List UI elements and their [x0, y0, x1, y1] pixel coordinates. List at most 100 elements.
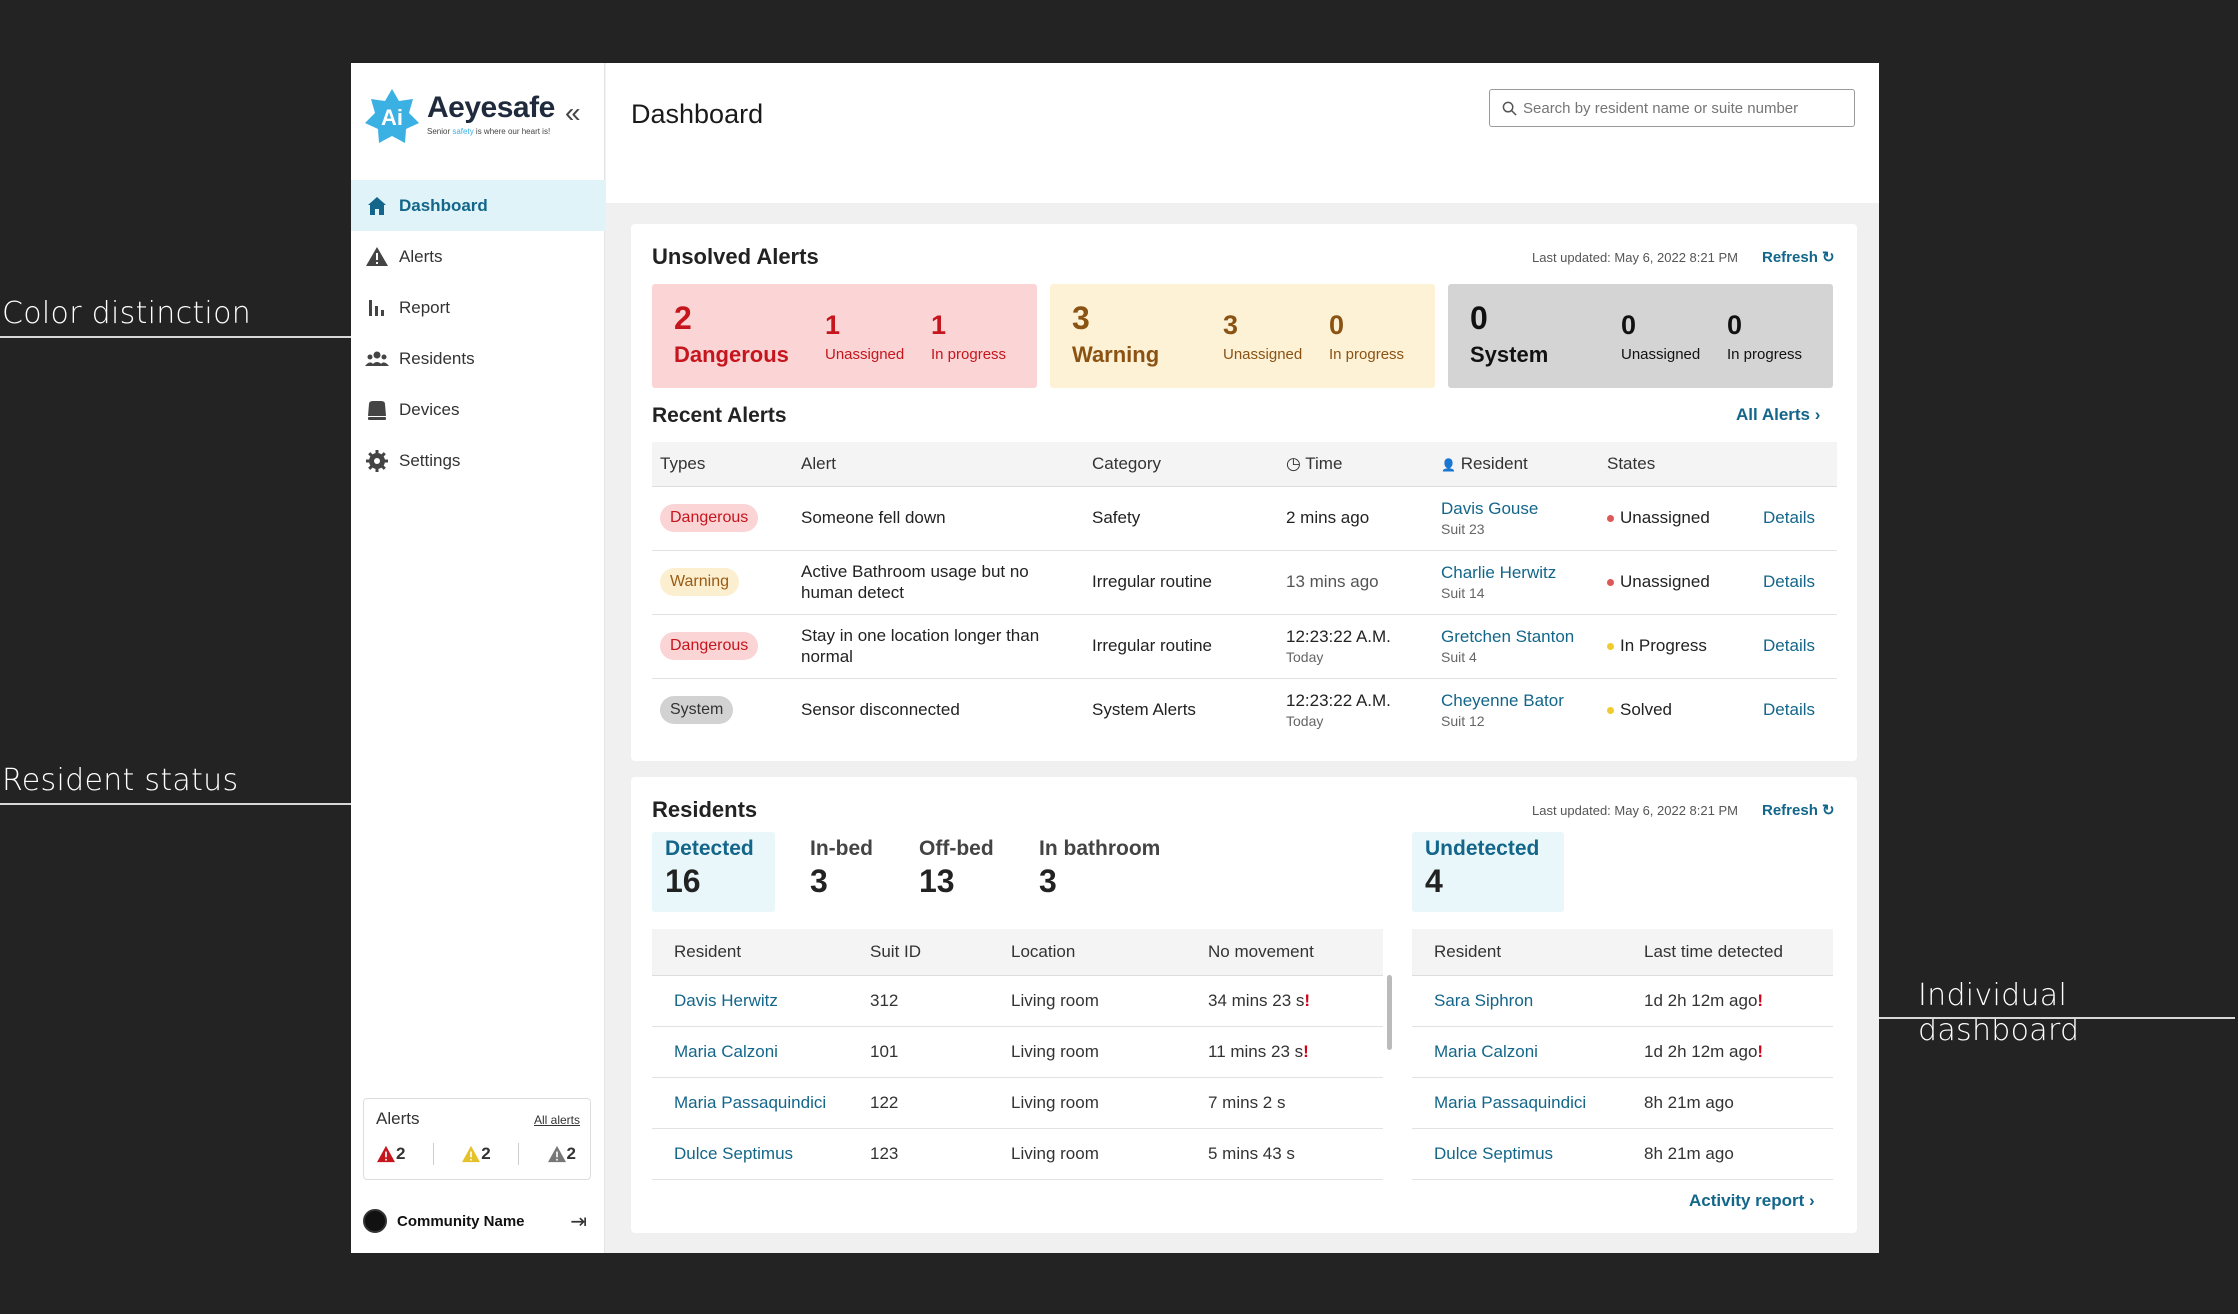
resident-link[interactable]: Gretchen Stanton — [1441, 627, 1575, 646]
alert-flag: ! — [1757, 1041, 1764, 1061]
category-text: Irregular routine — [1084, 550, 1278, 615]
location: Living room — [989, 975, 1186, 1027]
refresh-button[interactable]: Refresh ↻ — [1762, 802, 1835, 819]
table-row[interactable]: Dulce Septimus 8h 21m ago — [1412, 1128, 1833, 1180]
sidebar-alert-counts: 2 2 2 — [376, 1143, 576, 1165]
off-bed-value: 13 — [919, 863, 955, 899]
refresh-button[interactable]: Refresh ↻ — [1762, 249, 1835, 266]
sidebar-nav: Dashboard Alerts Report Residents Device… — [351, 180, 605, 486]
search-box[interactable] — [1489, 89, 1855, 127]
sidebar-item-residents[interactable]: Residents — [351, 333, 605, 384]
warning-total: 3 — [1072, 300, 1090, 336]
resident-link[interactable]: Davis Herwitz — [652, 975, 848, 1027]
in-bathroom-label: In bathroom — [1039, 837, 1161, 860]
search-input[interactable] — [1523, 99, 1843, 117]
time-text: 13 mins ago — [1278, 550, 1433, 615]
all-alerts-link[interactable]: All Alerts › — [1736, 405, 1821, 424]
logo-badge-icon: Ai — [365, 89, 419, 143]
table-row[interactable]: Dulce Septimus 123 Living room 5 mins 43 s — [652, 1128, 1383, 1180]
brand-logo[interactable]: Ai Aeyesafe Senior safety is where our h… — [363, 87, 573, 147]
dangerous-total: 2 — [674, 300, 692, 336]
suit-id: 312 — [848, 975, 989, 1027]
system-count[interactable]: 2 — [547, 1144, 576, 1164]
time-text: 12:23:22 A.M. — [1286, 691, 1391, 711]
details-link[interactable]: Details — [1763, 636, 1815, 655]
details-link[interactable]: Details — [1763, 508, 1815, 527]
table-row[interactable]: Maria Calzoni 1d 2h 12m ago! — [1412, 1026, 1833, 1078]
resident-link[interactable]: Maria Passaquindici — [1412, 1077, 1622, 1129]
app-window: Ai Aeyesafe Senior safety is where our h… — [351, 63, 1879, 1253]
table-row[interactable]: Davis Herwitz 312 Living room 34 mins 23 s! — [652, 975, 1383, 1027]
activity-report-link[interactable]: Activity report › — [1689, 1191, 1815, 1210]
sidebar-item-devices[interactable]: Devices — [351, 384, 605, 435]
in-bed-stat[interactable]: In-bed 3 — [810, 837, 873, 900]
danger-triangle-icon — [377, 1145, 395, 1163]
people-icon — [365, 351, 389, 366]
sidebar-item-label: Alerts — [399, 246, 443, 266]
system-unassigned-count: 0 — [1621, 310, 1637, 340]
location: Living room — [989, 1128, 1186, 1180]
residents-card: Residents Last updated: May 6, 2022 8:21… — [631, 777, 1857, 1233]
suite-text: Suit 23 — [1441, 521, 1485, 537]
resident-link[interactable]: Maria Passaquindici — [652, 1077, 848, 1129]
detected-residents-table: Resident Suit ID Location No movement Da… — [652, 929, 1383, 1180]
brand-tagline: Senior safety is where our heart is! — [427, 127, 551, 136]
home-icon — [368, 196, 386, 215]
off-bed-stat[interactable]: Off-bed 13 — [919, 837, 994, 900]
in-progress-label: In progress — [1329, 346, 1405, 363]
undetected-stat[interactable]: Undetected 4 — [1425, 837, 1539, 900]
last-detected: 8h 21m ago — [1622, 1128, 1833, 1180]
in-progress-label: In progress — [931, 346, 1007, 363]
in-bathroom-value: 3 — [1039, 863, 1057, 899]
warning-summary[interactable]: 3 Warning 3 Unassigned 0 In progress — [1050, 284, 1435, 388]
person-icon: 👤 — [1441, 457, 1456, 472]
table-header-row: Resident Suit ID Location No movement — [652, 929, 1383, 976]
system-summary[interactable]: 0 System 0 Unassigned 0 In progress — [1448, 284, 1833, 388]
in-bathroom-stat[interactable]: In bathroom 3 — [1039, 837, 1160, 900]
resident-link[interactable]: Davis Gouse — [1441, 499, 1539, 518]
annotation-line — [1879, 1017, 2235, 1019]
details-link[interactable]: Details — [1763, 572, 1815, 591]
unsolved-alerts-title: Unsolved Alerts — [652, 244, 819, 269]
time-sub: Today — [1286, 713, 1324, 730]
scrollbar[interactable] — [1387, 975, 1392, 1050]
warning-in-progress-count: 0 — [1329, 310, 1345, 340]
resident-link[interactable]: Dulce Septimus — [652, 1128, 848, 1180]
logout-icon[interactable]: ⇥ — [570, 1211, 587, 1233]
bar-chart-icon — [369, 299, 384, 316]
column-header: States — [1599, 442, 1837, 487]
resident-link[interactable]: Dulce Septimus — [1412, 1128, 1622, 1180]
warning-triangle-icon — [462, 1145, 481, 1163]
resident-link[interactable]: Charlie Herwitz — [1441, 563, 1557, 582]
details-link[interactable]: Details — [1763, 700, 1815, 720]
alert-flag: ! — [1304, 990, 1311, 1010]
unassigned-label: Unassigned — [1621, 346, 1701, 363]
resident-link[interactable]: Sara Siphron — [1412, 975, 1622, 1027]
detected-stat[interactable]: Detected 16 — [665, 837, 754, 900]
location: Living room — [989, 1026, 1186, 1078]
sidebar-item-alerts[interactable]: Alerts — [351, 231, 605, 282]
sidebar-item-report[interactable]: Report — [351, 282, 605, 333]
sidebar-item-dashboard[interactable]: Dashboard — [351, 180, 605, 231]
type-badge: Warning — [660, 568, 739, 596]
collapse-sidebar-icon[interactable]: « — [565, 97, 581, 128]
community-profile[interactable]: Community Name ⇥ — [363, 1203, 591, 1239]
resident-link[interactable]: Maria Calzoni — [652, 1026, 848, 1078]
column-header: Types — [652, 442, 793, 487]
sidebar-all-alerts-link[interactable]: All alerts — [533, 1113, 580, 1127]
table-row[interactable]: Maria Passaquindici 122 Living room 7 mins … — [652, 1077, 1383, 1129]
resident-link[interactable]: Maria Calzoni — [1412, 1026, 1622, 1078]
sidebar-item-settings[interactable]: Settings — [351, 435, 605, 486]
table-row[interactable]: Sara Siphron 1d 2h 12m ago! — [1412, 975, 1833, 1027]
divider — [518, 1143, 520, 1165]
table-row[interactable]: Maria Passaquindici 8h 21m ago — [1412, 1077, 1833, 1129]
dangerous-summary[interactable]: 2 Dangerous 1 Unassigned 1 In progress — [652, 284, 1037, 388]
sidebar-item-label: Devices — [399, 399, 460, 419]
dangerous-count[interactable]: 2 — [376, 1144, 405, 1164]
annotation-resident-status: Resident status — [2, 763, 239, 798]
last-updated: Last updated: May 6, 2022 8:21 PM — [1532, 250, 1738, 265]
resident-link[interactable]: Cheyenne Bator — [1441, 691, 1564, 711]
community-name: Community Name — [397, 1212, 525, 1230]
warning-count[interactable]: 2 — [461, 1144, 491, 1164]
table-row[interactable]: Maria Calzoni 101 Living room 11 mins 23 s! — [652, 1026, 1383, 1078]
